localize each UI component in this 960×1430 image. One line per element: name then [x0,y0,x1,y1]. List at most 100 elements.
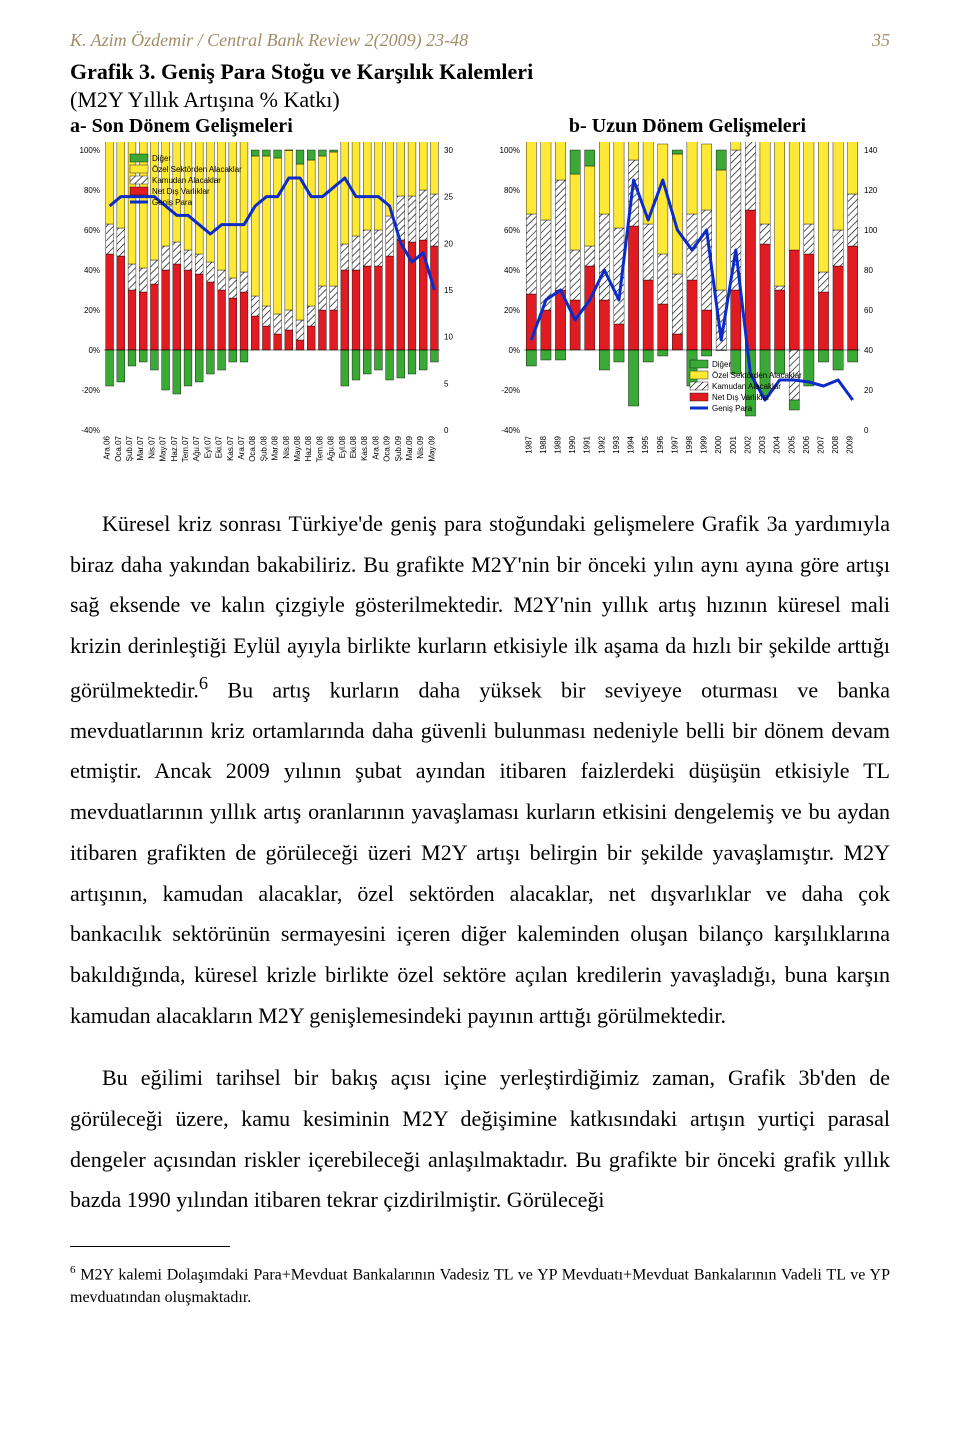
svg-text:Eyl.07: Eyl.07 [203,435,212,458]
svg-text:Mar.08: Mar.08 [271,435,280,460]
svg-text:-40%: -40% [81,426,100,435]
svg-text:1993: 1993 [612,435,621,453]
svg-text:May.09: May.09 [427,435,436,461]
svg-text:2000: 2000 [714,435,723,453]
svg-text:20%: 20% [504,306,520,315]
svg-text:5: 5 [444,379,449,388]
svg-text:1992: 1992 [597,435,606,453]
svg-text:May.08: May.08 [293,435,302,461]
svg-text:100%: 100% [500,146,520,155]
svg-text:2006: 2006 [802,435,811,453]
svg-text:1994: 1994 [627,435,636,453]
svg-text:1996: 1996 [656,435,665,453]
svg-text:Oca.08: Oca.08 [248,435,257,461]
footnote: 6 M2Y kalemi Dolaşımdaki Para+Mevduat Ba… [70,1263,890,1309]
svg-text:20%: 20% [84,306,100,315]
svg-text:2004: 2004 [773,435,782,453]
svg-text:Oca.09: Oca.09 [383,435,392,461]
charts-row: -40% -20% 0% 20% 40% 60% 80% 100% 0 5 10 15 20 25 30 Ar… [70,142,890,482]
svg-text:Geniş Para: Geniş Para [712,404,753,413]
svg-text:60%: 60% [504,226,520,235]
svg-text:1995: 1995 [641,435,650,453]
svg-text:Mar.07: Mar.07 [136,435,145,460]
svg-text:Net Dış Varlıklar: Net Dış Varlıklar [712,393,770,402]
svg-text:Haz.08: Haz.08 [304,435,313,461]
svg-text:2001: 2001 [729,435,738,453]
page-header: K. Azim Özdemir / Central Bank Review 2(… [70,30,890,51]
svg-text:0%: 0% [508,346,520,355]
svg-text:Haz.07: Haz.07 [170,435,179,461]
svg-text:May.07: May.07 [159,435,168,461]
svg-text:1989: 1989 [554,435,563,453]
svg-text:25: 25 [444,193,453,202]
svg-text:10: 10 [444,333,453,342]
svg-text:0: 0 [444,426,449,435]
svg-text:Oca.07: Oca.07 [114,435,123,461]
header-left: K. Azim Özdemir / Central Bank Review 2(… [70,30,468,51]
svg-text:Ağu.07: Ağu.07 [192,435,201,461]
header-right: 35 [872,30,890,51]
svg-text:1990: 1990 [568,435,577,453]
svg-text:40%: 40% [84,266,100,275]
svg-text:1988: 1988 [539,435,548,453]
svg-text:0: 0 [864,426,869,435]
svg-text:-40%: -40% [501,426,520,435]
svg-text:2005: 2005 [787,435,796,453]
svg-text:Geniş Para: Geniş Para [152,198,193,207]
svg-text:15: 15 [444,286,453,295]
svg-text:Kamudan Alacaklar: Kamudan Alacaklar [712,382,781,391]
svg-text:Nis.08: Nis.08 [282,435,291,458]
svg-text:-20%: -20% [81,386,100,395]
svg-text:2009: 2009 [846,435,855,453]
svg-text:Şub.08: Şub.08 [259,435,268,461]
svg-text:Özel Sektörden Alacaklar: Özel Sektörden Alacaklar [712,371,802,380]
paragraph-2: Bu eğilimi tarihsel bir bakış açısı için… [70,1058,890,1221]
svg-text:Nis.09: Nis.09 [416,435,425,458]
svg-text:Diğer: Diğer [712,360,731,369]
svg-text:1991: 1991 [583,435,592,453]
svg-text:Eyl.08: Eyl.08 [338,435,347,458]
chart-b: -40%-20%0%20%40%60%80%100%02040608010012… [490,142,890,482]
svg-text:Tem.08: Tem.08 [315,435,324,462]
svg-text:Kas.07: Kas.07 [226,435,235,460]
svg-text:1998: 1998 [685,435,694,453]
svg-text:Kamudan Alacaklar: Kamudan Alacaklar [152,176,221,185]
svg-text:Ara.07: Ara.07 [237,435,246,459]
svg-text:Mar.09: Mar.09 [405,435,414,460]
chart-a: -40%-20%0%20%40%60%80%100%051015202530Ar… [70,142,470,482]
svg-text:40: 40 [864,346,873,355]
paragraph-1: Küresel kriz sonrası Türkiye'de geniş pa… [70,504,890,1036]
svg-text:2008: 2008 [831,435,840,453]
svg-text:Net Dış Varlıklar: Net Dış Varlıklar [152,187,210,196]
svg-text:Eki.08: Eki.08 [349,435,358,458]
footnote-separator [70,1246,230,1247]
chart-a-title: a- Son Dönem Gelişmeleri [70,115,475,138]
svg-text:Tem.07: Tem.07 [181,435,190,462]
svg-text:Diğer: Diğer [152,154,171,163]
svg-text:Özel Sektörden Alacaklar: Özel Sektörden Alacaklar [152,165,242,174]
svg-text:Ağu.08: Ağu.08 [327,435,336,461]
svg-text:Nis.07: Nis.07 [147,435,156,458]
svg-text:100: 100 [864,226,878,235]
svg-text:120: 120 [864,186,878,195]
svg-text:20: 20 [444,239,453,248]
svg-text:1999: 1999 [700,435,709,453]
svg-text:30: 30 [444,146,453,155]
svg-text:-20%: -20% [501,386,520,395]
svg-text:Ara.08: Ara.08 [371,435,380,459]
svg-text:1997: 1997 [670,435,679,453]
svg-text:2007: 2007 [816,435,825,453]
chart-b-title: b- Uzun Dönem Gelişmeleri [475,115,890,138]
svg-text:80%: 80% [84,186,100,195]
svg-text:20: 20 [864,386,873,395]
svg-text:Kas.08: Kas.08 [360,435,369,460]
svg-text:1987: 1987 [524,435,533,453]
svg-text:Şub.07: Şub.07 [125,435,134,461]
svg-text:Ara.06: Ara.06 [103,435,112,459]
svg-text:Şub.09: Şub.09 [394,435,403,461]
svg-text:100%: 100% [80,146,100,155]
svg-text:Eki.07: Eki.07 [215,435,224,458]
svg-text:80%: 80% [504,186,520,195]
svg-text:140: 140 [864,146,878,155]
svg-text:2002: 2002 [743,435,752,453]
